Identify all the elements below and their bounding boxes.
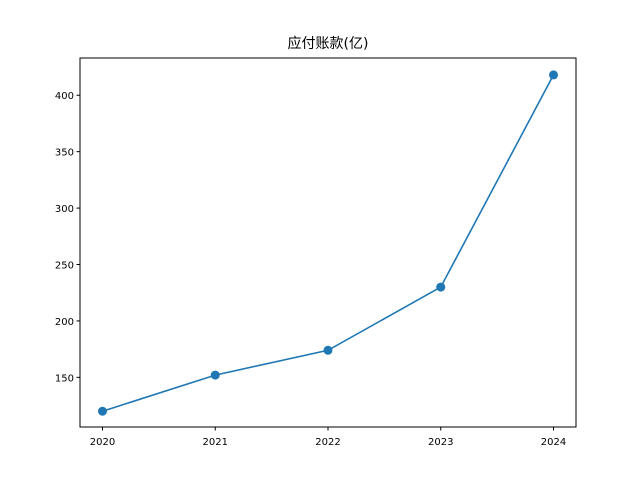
plot-frame <box>79 57 577 428</box>
x-tick-label: 2021 <box>203 437 228 448</box>
data-point <box>210 370 220 380</box>
y-tick-label: 300 <box>55 204 74 215</box>
chart-title: 应付账款(亿) <box>288 35 369 52</box>
series-line <box>102 74 555 412</box>
data-point <box>436 282 446 292</box>
series-layer <box>98 70 558 416</box>
y-axis: 150 200 250 300 350 400 <box>55 91 80 384</box>
x-axis: 2020 2021 2022 2023 2024 <box>90 427 566 448</box>
y-tick-label: 400 <box>55 91 74 102</box>
y-tick-label: 200 <box>55 317 74 328</box>
x-tick-label: 2023 <box>428 437 453 448</box>
y-tick-label: 250 <box>55 261 74 272</box>
x-tick-label: 2020 <box>90 437 115 448</box>
data-point <box>98 406 107 416</box>
y-tick-label: 350 <box>55 148 74 159</box>
x-tick-label: 2022 <box>315 437 340 448</box>
x-tick-label: 2024 <box>541 437 566 448</box>
data-point <box>549 70 558 80</box>
y-tick-label: 150 <box>55 373 74 384</box>
data-point <box>323 345 333 355</box>
